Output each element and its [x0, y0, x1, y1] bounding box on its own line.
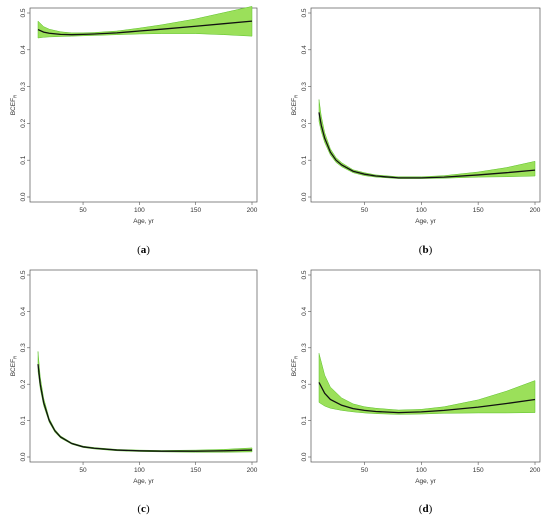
y-tick-label: 0.1 [301, 155, 308, 164]
panel-a: 50 100 150 200 0.0 0.1 0.2 0.3 0.4 0.5 Age, yr BCEF… [10, 6, 258, 256]
confidence-band [37, 6, 253, 39]
x-tick-label: 50 [79, 467, 87, 474]
panel-label: (a) [137, 244, 150, 256]
y-axis-label: BCEFR [291, 94, 299, 115]
x-tick-label: 200 [530, 467, 541, 474]
y-axis-label: BCEFR [291, 355, 299, 376]
y-tick-label: 0.3 [20, 82, 27, 91]
y-tick-label: 0.4 [20, 45, 27, 54]
y-tick-label: 0.4 [301, 307, 308, 316]
y-tick-label: 0.3 [301, 343, 308, 352]
plot-frame [310, 269, 541, 463]
x-tick-label: 100 [134, 207, 145, 214]
plot-frame [310, 7, 541, 203]
x-axis-label: Age, yr [415, 218, 436, 225]
x-tick-label: 150 [190, 207, 201, 214]
x-tick-label: 50 [361, 467, 369, 474]
plot-frame [29, 269, 258, 463]
y-tick-label: 0.2 [301, 379, 308, 388]
fit-line [318, 112, 536, 179]
y-tick-label: 0.2 [301, 119, 308, 128]
panel-b: 50 100 150 200 0.0 0.1 0.2 0.3 0.4 0.5 Age, yr BCEF… [291, 7, 541, 256]
fit-line [37, 20, 253, 36]
y-tick-label: 0.0 [20, 452, 27, 461]
x-tick-label: 100 [416, 207, 427, 214]
x-tick-label: 100 [416, 467, 427, 474]
x-tick-label: 50 [361, 207, 369, 214]
y-tick-label: 0.0 [301, 452, 308, 461]
y-tick-label: 0.5 [301, 8, 308, 17]
y-tick-label: 0.3 [20, 343, 27, 352]
panel-label: (d) [419, 503, 433, 515]
x-axis-label: Age, yr [133, 218, 154, 225]
y-tick-label: 0.5 [301, 270, 308, 279]
y-axis-label: BCEFR [10, 355, 18, 376]
x-tick-label: 150 [473, 467, 484, 474]
confidence-band [318, 99, 536, 179]
confidence-band [37, 351, 253, 453]
x-tick-label: 200 [247, 207, 258, 214]
y-tick-label: 0.0 [20, 192, 27, 201]
x-axis-label: Age, yr [133, 478, 154, 485]
confidence-band [318, 353, 536, 415]
y-tick-label: 0.0 [301, 192, 308, 201]
y-tick-label: 0.5 [20, 8, 27, 17]
panel-label: (b) [419, 244, 433, 256]
x-tick-label: 150 [473, 207, 484, 214]
y-tick-label: 0.1 [20, 416, 27, 425]
y-tick-label: 0.4 [301, 45, 308, 54]
y-tick-label: 0.3 [301, 82, 308, 91]
y-tick-label: 0.1 [20, 155, 27, 164]
x-tick-label: 200 [247, 467, 258, 474]
x-tick-label: 200 [530, 207, 541, 214]
fit-line [318, 382, 536, 414]
y-axis-label: BCEFR [10, 94, 18, 115]
plot-frame [29, 7, 258, 203]
panel-c: 50 100 150 200 0.0 0.1 0.2 0.3 0.4 0.5 Age, yr BCEF… [10, 269, 258, 515]
panel-d: 50 100 150 200 0.0 0.1 0.2 0.3 0.4 0.5 Age, yr BCEF… [291, 269, 541, 515]
x-tick-label: 50 [79, 207, 87, 214]
y-tick-label: 0.1 [301, 416, 308, 425]
y-tick-label: 0.5 [20, 270, 27, 279]
x-tick-label: 150 [190, 467, 201, 474]
y-tick-label: 0.2 [20, 119, 27, 128]
panel-label: (c) [137, 503, 150, 515]
x-tick-label: 100 [134, 467, 145, 474]
y-tick-label: 0.2 [20, 379, 27, 388]
fit-line [37, 364, 253, 452]
y-tick-label: 0.4 [20, 307, 27, 316]
x-axis-label: Age, yr [415, 478, 436, 485]
